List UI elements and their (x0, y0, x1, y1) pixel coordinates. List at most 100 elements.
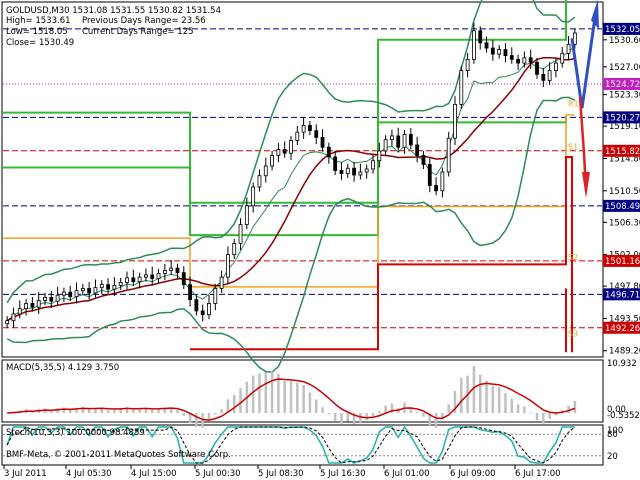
level-tag-bg (603, 321, 640, 334)
y-tick-label: 1527.00 (609, 63, 640, 73)
level-tag-bg (603, 77, 640, 90)
stoch-label: Stoch(10,3,3) 100.0000 98.4859 (6, 428, 145, 438)
candle-body (314, 130, 319, 138)
level-tag-s3: 1496.71 (605, 290, 640, 300)
candle-body (213, 288, 218, 304)
candle-body (459, 70, 464, 105)
level-tag-bg (603, 22, 640, 35)
level-tag-l: 1492.26 (605, 324, 640, 334)
candle-body (282, 149, 287, 154)
forecast-arrow-up (570, 10, 598, 109)
candle-body (408, 134, 413, 146)
stoch-axis-label: 100 (607, 426, 623, 436)
bollinger-upper (6, 0, 576, 304)
candle-body (207, 303, 211, 316)
candle-body (427, 164, 432, 186)
x-tick-label: 5 Jul 08:30 (258, 469, 304, 479)
candle-body (11, 313, 16, 322)
level-tag-bg (603, 111, 640, 124)
candle-body (364, 168, 369, 173)
candle-body (490, 47, 495, 55)
level-tag-bg (603, 144, 640, 157)
level-tag-p: 1520.27 (605, 113, 640, 123)
candle-body (257, 175, 262, 188)
y-tick-label: 1489.20 (609, 347, 640, 357)
candle-body (535, 61, 539, 75)
candle-body (333, 156, 338, 171)
y-tick-label: 1514.80 (609, 154, 640, 164)
y-tick-label: 1510.50 (609, 187, 640, 197)
candle-body (36, 300, 41, 308)
level-tag-r1: 1524.72 (605, 80, 640, 90)
x-tick-label: 6 Jul 01:00 (384, 469, 430, 479)
candle-body (440, 171, 445, 192)
bollinger-bands (6, 0, 576, 373)
candle-body (566, 43, 571, 54)
x-tick-label: 3 Jul 2011 (4, 469, 47, 479)
candle-body (68, 291, 73, 298)
fib-label: S1 (568, 142, 578, 151)
stoch-panel-frame (1, 424, 604, 466)
level-tag-bg (603, 288, 640, 301)
candle-body (326, 146, 331, 158)
candle-body (383, 139, 388, 152)
candle-body (87, 288, 92, 294)
candle-body (402, 134, 407, 148)
candle-body (509, 55, 514, 60)
y-tick-label: 1523.30 (609, 91, 640, 101)
candle-body (478, 30, 483, 44)
candle-body (345, 167, 350, 174)
candle-body (144, 274, 148, 278)
forecast-arrow-up-head (591, 0, 599, 30)
x-tick-label: 4 Jul 05:30 (66, 469, 112, 479)
candle-body (560, 52, 565, 64)
candle-body (358, 171, 363, 176)
y-tick-label: 1530.60 (609, 36, 640, 46)
candle-body (263, 165, 268, 177)
macd-axis-label: 0.00 (607, 405, 626, 415)
fib-label: R1 (568, 100, 579, 109)
candle-body (99, 284, 104, 289)
level-tag-bg (603, 254, 640, 267)
main-panel-frame (1, 1, 604, 358)
candle-body (106, 284, 110, 290)
candle-body (421, 155, 426, 165)
level-tag-s: 1508.49 (605, 202, 640, 212)
candle-body (80, 288, 85, 292)
resistance-step-line-2 (3, 116, 567, 237)
candle-body (308, 125, 312, 132)
candle-body (232, 242, 237, 256)
candle-body (390, 135, 394, 141)
candle-body (503, 49, 508, 56)
macd-label: MACD(5,35,5) 4.129 3.750 (6, 363, 119, 373)
candle-body (17, 308, 22, 315)
y-tick-label: 1519.10 (609, 122, 640, 132)
candle-body (522, 57, 527, 64)
candle-body (434, 185, 438, 192)
candle-body (175, 267, 180, 274)
candle-body (339, 170, 344, 174)
x-tick-label: 4 Jul 15:00 (131, 469, 177, 479)
x-tick-label: 6 Jul 09:00 (450, 469, 496, 479)
candle-body (497, 49, 502, 55)
candle-body (295, 131, 300, 141)
candle-body (226, 254, 230, 278)
candle-body (156, 272, 161, 280)
moving-average (6, 56, 575, 322)
macd-panel-frame (1, 359, 604, 423)
macd-axis-label: 10.932 (607, 359, 637, 369)
level-price-tags: 1532.05 1524.72 1520.27 1515.82 1508.49 1501.… (603, 22, 640, 334)
stoch-signal-line (6, 426, 576, 464)
y-tick-label: 1493.50 (609, 314, 640, 324)
candlesticks (5, 22, 577, 329)
candle-body (24, 303, 28, 310)
bollinger-middle (6, 45, 576, 322)
y-tick-label: 1497.80 (609, 282, 640, 292)
candle-body (62, 291, 66, 296)
macd-axis-label: -0.5352 (607, 411, 640, 421)
pivot-levels (3, 28, 602, 329)
bollinger-lower (6, 96, 576, 373)
candle-body (43, 297, 47, 301)
candle-body (118, 281, 123, 286)
x-tick-label: 5 Jul 16:30 (320, 469, 366, 479)
